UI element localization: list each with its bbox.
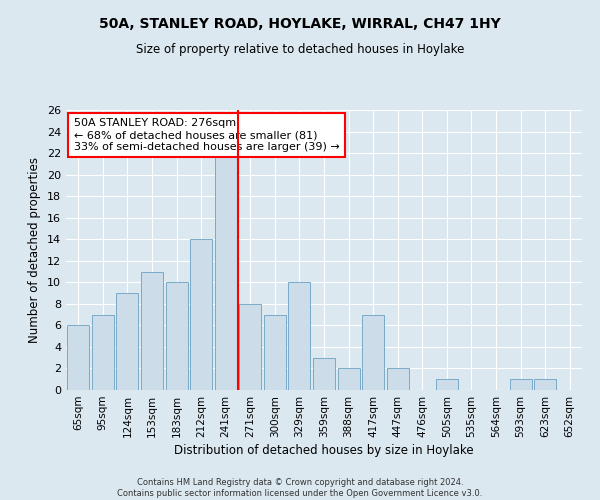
Bar (509, 379, 532, 390)
Bar (92, 314, 114, 390)
Text: 50A STANLEY ROAD: 276sqm
← 68% of detached houses are smaller (81)
33% of semi-d: 50A STANLEY ROAD: 276sqm ← 68% of detach… (74, 118, 340, 152)
Bar (362, 314, 384, 390)
Bar (264, 314, 286, 390)
Y-axis label: Number of detached properties: Number of detached properties (28, 157, 41, 343)
Bar (436, 379, 458, 390)
Bar (313, 358, 335, 390)
Bar (386, 368, 409, 390)
Bar (116, 293, 139, 390)
Bar (215, 153, 237, 390)
Bar (166, 282, 188, 390)
Text: Contains HM Land Registry data © Crown copyright and database right 2024.
Contai: Contains HM Land Registry data © Crown c… (118, 478, 482, 498)
Bar (338, 368, 359, 390)
Bar (289, 282, 310, 390)
Text: 50A, STANLEY ROAD, HOYLAKE, WIRRAL, CH47 1HY: 50A, STANLEY ROAD, HOYLAKE, WIRRAL, CH47… (99, 18, 501, 32)
Text: Size of property relative to detached houses in Hoylake: Size of property relative to detached ho… (136, 42, 464, 56)
Bar (67, 326, 89, 390)
Bar (190, 239, 212, 390)
Bar (239, 304, 262, 390)
Bar (534, 379, 556, 390)
X-axis label: Distribution of detached houses by size in Hoylake: Distribution of detached houses by size … (174, 444, 474, 457)
Bar (141, 272, 163, 390)
